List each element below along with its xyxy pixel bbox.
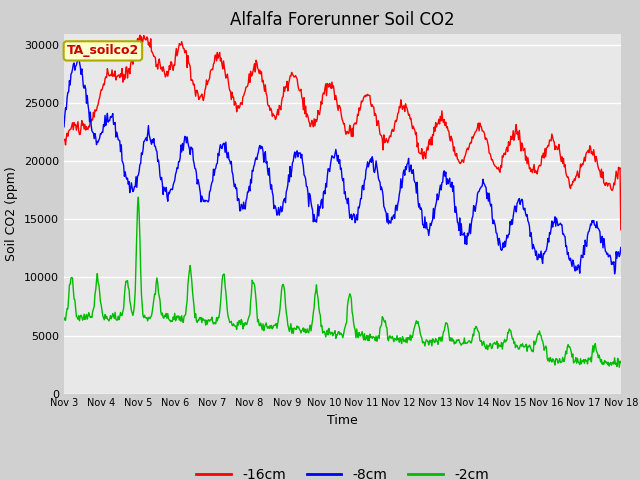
Title: Alfalfa Forerunner Soil CO2: Alfalfa Forerunner Soil CO2 xyxy=(230,11,454,29)
Text: TA_soilco2: TA_soilco2 xyxy=(67,44,139,58)
Y-axis label: Soil CO2 (ppm): Soil CO2 (ppm) xyxy=(6,166,19,261)
X-axis label: Time: Time xyxy=(327,414,358,427)
Legend: -16cm, -8cm, -2cm: -16cm, -8cm, -2cm xyxy=(191,462,494,480)
